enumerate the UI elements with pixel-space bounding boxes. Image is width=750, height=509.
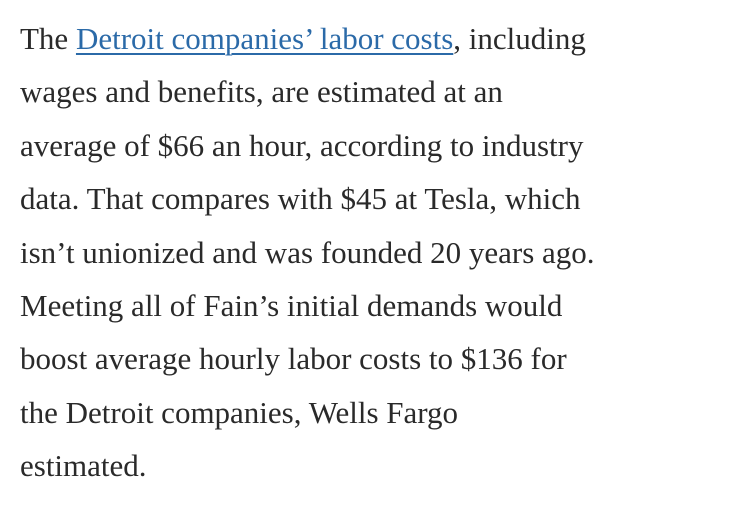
text-line: estimated. — [20, 448, 147, 484]
text-line: the Detroit companies, Wells Fargo — [20, 394, 459, 430]
text-line: average of $66 an hour, according to ind… — [20, 127, 584, 163]
text-line: isn’t unionized and was founded 20 years… — [20, 234, 595, 270]
text-line: wages and benefits, are estimated at an — [20, 74, 503, 110]
text: The — [20, 21, 69, 56]
text: , including — [453, 21, 586, 56]
text-line: The Detroit companies’ labor costs, incl… — [20, 12, 595, 65]
text-line: data. That compares with $45 at Tesla, w… — [20, 181, 581, 217]
article-link[interactable]: Detroit companies’ labor costs — [75, 21, 454, 56]
paragraph: The Detroit companies’ labor costs, incl… — [20, 12, 595, 493]
text-line: boost average hourly labor costs to $136… — [20, 341, 567, 377]
text-line: Meeting all of Fain’s initial demands wo… — [20, 288, 563, 324]
